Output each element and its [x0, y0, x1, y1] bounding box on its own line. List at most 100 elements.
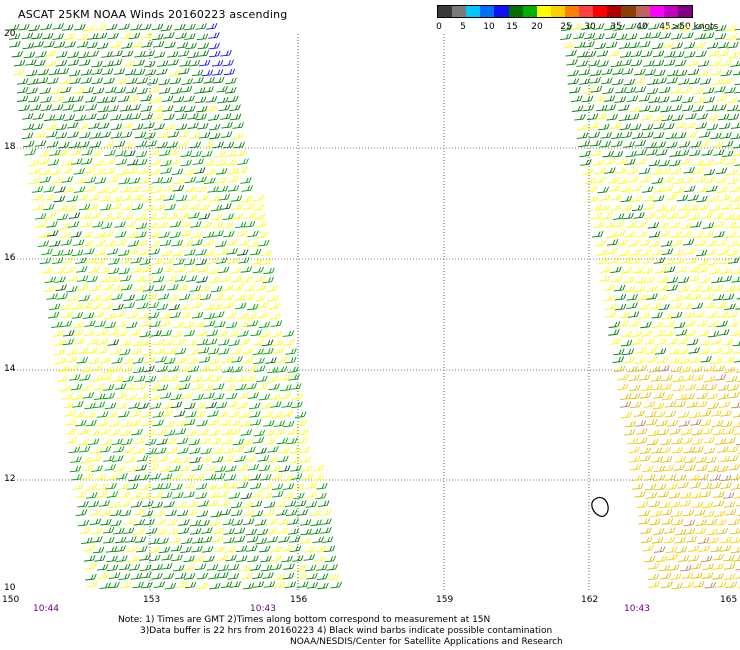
wind-barb: [56, 292, 68, 300]
wind-barb: [669, 167, 682, 175]
wind-barb: [133, 275, 145, 283]
wind-barb: [75, 257, 87, 264]
wind-barb: [49, 240, 61, 247]
wind-barb: [295, 572, 307, 580]
wind-barb: [21, 32, 34, 40]
wind-barb: [215, 240, 227, 248]
wind-barb: [222, 293, 234, 301]
wind-barb: [702, 87, 715, 94]
wind-barb: [203, 320, 216, 327]
wind-barb: [195, 492, 208, 499]
wind-barb: [655, 266, 667, 274]
wind-barb: [701, 149, 713, 156]
wind-barb: [229, 104, 241, 112]
wind-barb: [720, 203, 733, 210]
wind-barb: [89, 284, 101, 292]
wind-barb: [259, 545, 271, 553]
wind-barb: [661, 374, 673, 382]
wind-barb: [618, 249, 631, 257]
wind-barb: [93, 168, 105, 176]
wind-barb: [54, 276, 66, 283]
wind-barb: [281, 401, 293, 408]
wind-barb: [730, 203, 740, 210]
wind-barb: [152, 419, 164, 427]
wind-barb: [609, 122, 621, 130]
wind-barb: [171, 554, 183, 562]
wind-barb: [241, 185, 253, 192]
wind-barb: [144, 69, 157, 76]
wind-barb: [635, 365, 648, 372]
wind-barb: [695, 456, 707, 463]
wind-barb: [84, 402, 96, 410]
wind-barb: [648, 159, 661, 167]
wind-barb: [593, 221, 605, 229]
wind-barb: [128, 177, 141, 184]
wind-barb: [217, 266, 230, 274]
wind-barb: [18, 23, 30, 31]
wind-barb: [166, 528, 179, 535]
wind-barb: [80, 157, 93, 165]
wind-barb: [713, 231, 725, 238]
wind-barb: [85, 257, 98, 264]
wind-barb: [135, 158, 148, 166]
wind-barb: [272, 490, 284, 498]
wind-barb: [90, 150, 102, 157]
wind-barb: [305, 491, 318, 498]
wind-barb: [162, 105, 174, 112]
wind-barb: [116, 472, 128, 480]
wind-barb: [727, 445, 739, 453]
wind-barb: [279, 392, 291, 400]
wind-barb: [132, 581, 144, 589]
wind-barb: [47, 140, 59, 148]
wind-barb: [663, 123, 675, 130]
wind-barb: [223, 536, 235, 544]
wind-barb: [143, 204, 155, 211]
wind-barb: [678, 141, 691, 148]
wind-barb: [648, 581, 660, 588]
wind-barb: [688, 356, 701, 364]
wind-barb: [243, 293, 255, 301]
wind-barb: [221, 356, 234, 364]
wind-barb: [706, 123, 719, 131]
wind-barb: [88, 194, 100, 201]
wind-barb: [208, 276, 220, 284]
wind-barb: [666, 77, 678, 84]
wind-barb: [189, 528, 202, 535]
wind-barb: [208, 195, 221, 202]
wind-barb: [101, 68, 114, 75]
wind-barb: [181, 392, 194, 400]
wind-barb: [622, 348, 635, 356]
wind-barb: [162, 339, 174, 346]
wind-barb: [689, 411, 701, 419]
legend-tick-5: 5: [460, 22, 466, 32]
wind-barb: [151, 491, 164, 499]
wind-barb: [246, 320, 259, 327]
wind-barb: [609, 338, 622, 345]
wind-barb: [711, 347, 723, 354]
wind-barb: [75, 509, 88, 516]
wind-barb: [225, 392, 238, 400]
wind-barb: [680, 222, 692, 230]
wind-barb: [734, 577, 740, 579]
wind-barb: [653, 257, 666, 264]
wind-barb: [638, 94, 651, 102]
wind-barb: [263, 438, 276, 445]
wind-barb: [187, 51, 200, 59]
wind-barb: [688, 347, 700, 354]
wind-barb: [306, 582, 319, 589]
wind-barb: [220, 428, 233, 436]
wind-barb: [699, 490, 712, 498]
wind-barb: [194, 402, 206, 410]
wind-barb: [725, 33, 738, 41]
wind-barb: [280, 384, 292, 392]
wind-barb: [260, 555, 272, 563]
wind-barb: [701, 572, 714, 579]
wind-barb: [238, 411, 250, 418]
legend-swatch: [522, 6, 537, 17]
wind-barb: [157, 293, 170, 300]
wind-barb: [721, 420, 733, 428]
wind-barb: [62, 257, 74, 264]
wind-barb: [61, 166, 73, 174]
wind-barb: [662, 41, 674, 48]
wind-barb: [717, 50, 730, 57]
